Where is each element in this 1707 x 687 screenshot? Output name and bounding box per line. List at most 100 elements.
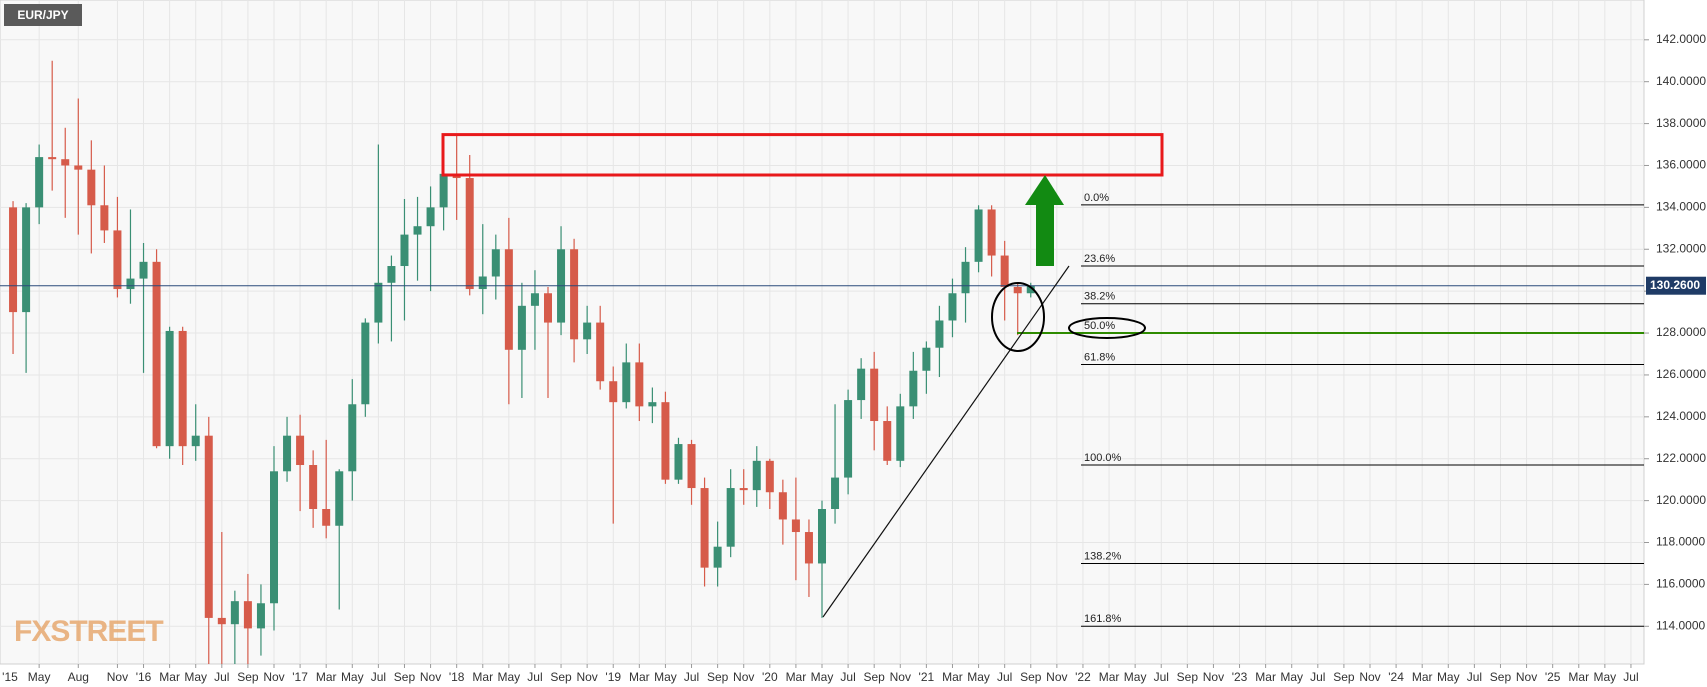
candle-body [857,368,866,401]
candle-body [661,402,670,480]
candle-body [674,444,683,480]
candle-body [230,601,239,625]
x-tick-label: '20 [762,670,778,684]
x-tick-label: '23 [1232,670,1248,684]
candle-body [361,322,370,405]
x-tick-label: Mar [942,670,963,684]
x-tick-label: Mar [159,670,180,684]
x-tick-label: Jul [214,670,229,684]
candle-body [204,435,213,618]
fib-label: 50.0% [1084,320,1115,332]
fib-label: 100.0% [1084,452,1122,464]
candle-body [22,207,31,313]
y-tick-label: 132.0000 [1656,241,1706,255]
x-tick-label: Jul [1467,670,1482,684]
candle-body [804,532,813,564]
fib-label: 38.2% [1084,291,1115,303]
x-tick-label: Sep [707,670,729,684]
annotations [441,133,1164,618]
x-tick-label: Jul [1310,670,1325,684]
x-tick-label: '17 [292,670,308,684]
x-tick-label: Mar [472,670,493,684]
x-tick-label: May [1594,670,1617,684]
x-tick-label: Nov [733,670,754,684]
candle-body [883,421,892,461]
candle-body [922,347,931,371]
x-tick-label: Nov [1046,670,1067,684]
candle-body [987,209,996,256]
candle-body [400,234,409,267]
candle-body [844,400,853,478]
candle-body [974,209,983,262]
candle-body [961,261,970,294]
candle-body [622,362,631,403]
y-tick-label: 140.0000 [1656,74,1706,88]
candle-body [648,402,657,407]
x-tick-label: Jul [840,670,855,684]
candle-body [178,330,187,447]
candle-body [517,305,526,350]
x-tick-label: '18 [449,670,465,684]
highlight-ellipse [991,282,1045,352]
candle-body [191,435,200,447]
fib-label: 23.6% [1084,253,1115,265]
x-tick-label: '22 [1075,670,1091,684]
x-tick-label: Sep [1020,670,1042,684]
y-tick-label: 116.0000 [1656,577,1705,591]
fib-label: 0.0% [1084,192,1109,204]
candle-body [726,488,735,547]
axes: 114.0000 116.0000 118.0000 120.0000 122.0000… [2,32,1706,684]
y-tick-label: 118.0000 [1656,535,1705,549]
candle-body [596,322,605,382]
x-tick-label: Sep [864,670,886,684]
x-tick-label: Nov [1203,670,1224,684]
x-tick-label: May [967,670,990,684]
trend-line [822,265,1070,618]
candle-body [1026,285,1035,294]
x-tick-label: Mar [1412,670,1433,684]
candle-body [491,249,500,277]
x-tick-label: Nov [1359,670,1380,684]
candle-body [152,261,161,447]
x-tick-label: Sep [394,670,416,684]
x-tick-label: Sep [1333,670,1355,684]
candle-body [465,178,474,290]
candle-body [1000,255,1009,287]
candle-body [831,477,840,509]
candle-body [309,465,318,509]
arrow-shaft [1036,202,1054,266]
x-tick-label: Nov [576,670,597,684]
watermark: FXSTREET [14,615,163,648]
fib-ellipse [1068,317,1146,339]
candle-body [439,173,448,208]
x-tick-label: '21 [919,670,935,684]
candle-body [270,471,278,604]
x-tick-label: Mar [1568,670,1589,684]
y-tick-label: 142.0000 [1656,32,1706,46]
symbol-box [4,4,82,26]
fib-label: 138.2% [1084,550,1122,562]
candle-body [113,230,122,290]
candle-body [818,508,826,564]
y-tick-label: 136.0000 [1656,158,1706,172]
last-price-tag [1646,276,1706,295]
x-tick-label: Jul [1154,670,1169,684]
x-tick-label: Jul [527,670,542,684]
candle-body [635,362,644,407]
candle-body [870,368,879,422]
candle-body [752,460,761,491]
x-tick-label: Sep [1490,670,1512,684]
x-tick-label: Mar [1099,670,1120,684]
candle-body [791,519,800,533]
x-tick-label: May [184,670,207,684]
candle-body [570,249,579,340]
y-tick-label: 114.0000 [1656,618,1705,632]
x-tick-label: '15 [2,670,18,684]
x-tick-label: Jul [684,670,699,684]
resistance-box [441,133,1164,177]
candle-body [100,205,109,231]
fib-label: 161.8% [1084,613,1122,625]
candle-body [700,488,709,568]
x-tick-label: Nov [890,670,911,684]
